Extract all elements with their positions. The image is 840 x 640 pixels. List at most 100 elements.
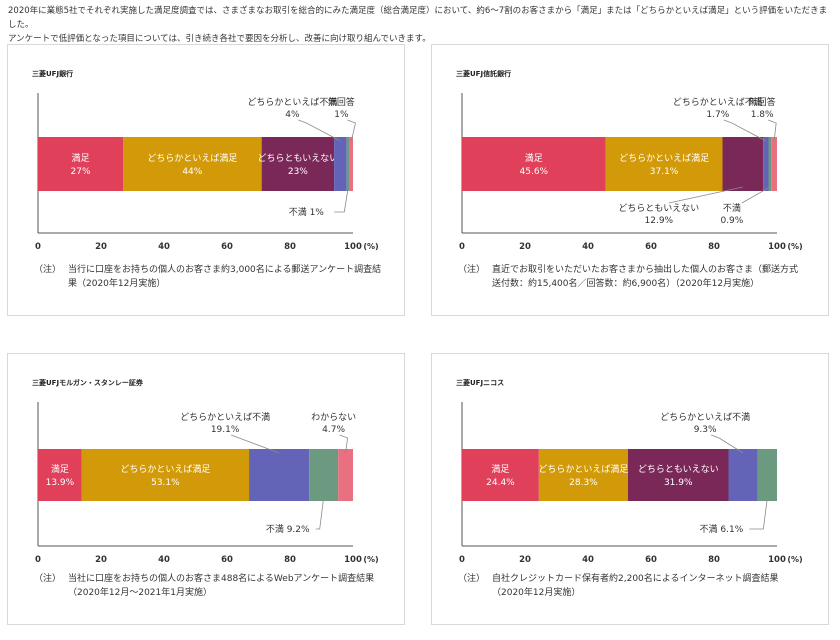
x-tick-label: 40 bbox=[582, 555, 594, 565]
x-tick-label: 20 bbox=[95, 555, 107, 565]
bar-segment bbox=[538, 449, 629, 501]
segment-name-label: どちらかといえば不満 bbox=[180, 412, 270, 423]
x-tick-label: 80 bbox=[708, 242, 720, 252]
bar-segment bbox=[261, 137, 335, 191]
note-text: 当行に口座をお持ちの個人のお客さま約3,000名による郵送アンケート調査結果（2… bbox=[68, 265, 382, 289]
segment-name-label: どちらともいえない bbox=[638, 464, 719, 475]
x-tick-label: 80 bbox=[284, 242, 296, 252]
stacked-bar-chart: 0 20 40 60 80 100 (%) 満足 45.6% どちらかといえば満足 37.1% どちら… bbox=[459, 93, 803, 252]
stacked-bar-chart: 0 20 40 60 80 100 (%) 満足 13.9% どちらかといえば満足 53.1% どちら… bbox=[35, 402, 379, 565]
intro-line-2: アンケートで低評価となった項目については、引き続き各社で要因を分析し、改善に向け… bbox=[8, 34, 431, 44]
bar-segment bbox=[628, 449, 729, 501]
segment-value-label: 23% bbox=[288, 167, 308, 177]
chart-note: （注） 当行に口座をお持ちの個人のお客さま約3,000名による郵送アンケート調査… bbox=[34, 263, 384, 291]
bar-segment bbox=[722, 137, 764, 191]
x-unit-label: (%) bbox=[787, 242, 802, 251]
bar-segment bbox=[123, 137, 262, 191]
segment-value-label: 12.9% bbox=[645, 216, 674, 226]
segment-name-label: 不満 bbox=[723, 203, 741, 214]
x-unit-label: (%) bbox=[787, 555, 802, 564]
chart-card-trust-bank: 三菱UFJ信託銀行 0 20 40 60 80 100 (%) 満足 45.6% どちらかといえば… bbox=[431, 44, 829, 316]
x-unit-label: (%) bbox=[363, 242, 378, 251]
leader-line bbox=[347, 119, 356, 142]
bar-segment bbox=[349, 137, 353, 191]
chart-title: 三菱UFJモルガン・スタンレー証券 bbox=[32, 379, 143, 387]
intro-line-1: 2020年に業態5社でそれぞれ実施した満足度調査では、さまざまなお取引を総合的に… bbox=[8, 6, 828, 30]
x-tick-label: 0 bbox=[459, 555, 465, 565]
note-text: 当社に口座をお持ちの個人のお客さま488名によるWebアンケート調査結果（202… bbox=[68, 574, 375, 598]
chart-card-securities: 三菱UFJモルガン・スタンレー証券 0 20 40 60 80 100 (%) 満足 13.9%… bbox=[7, 353, 405, 625]
x-tick-label: 60 bbox=[645, 555, 657, 565]
chart-note: （注） 直近でお取引をいただいたお客さまから抽出した個人のお客さま（郵送方式 送… bbox=[458, 263, 808, 291]
bar-segment bbox=[462, 449, 539, 501]
segment-name-label: どちらかといえば不満 bbox=[247, 97, 337, 108]
segment-value-label: 19.1% bbox=[211, 425, 240, 435]
x-tick-label: 60 bbox=[221, 242, 233, 252]
bar-segment bbox=[38, 137, 124, 191]
segment-value-label: 4.7% bbox=[322, 425, 345, 435]
segment-value-label: 1% bbox=[334, 110, 349, 120]
segment-value-label: 4% bbox=[285, 110, 300, 120]
x-tick-label: 100 bbox=[344, 242, 362, 252]
chart-title: 三菱UFJ銀行 bbox=[32, 70, 74, 78]
x-tick-label: 40 bbox=[158, 242, 170, 252]
segment-name-label: どちらかといえば不満 bbox=[673, 97, 763, 108]
segment-name-label: どちらかといえば満足 bbox=[120, 464, 210, 475]
segment-name-label: 満足 bbox=[491, 464, 509, 475]
x-tick-label: 100 bbox=[768, 242, 786, 252]
bar-segment bbox=[334, 137, 347, 191]
leader-line bbox=[749, 496, 768, 530]
leader-line bbox=[298, 119, 341, 142]
segment-value-label: 1.8% bbox=[751, 110, 774, 120]
note-mark: （注） bbox=[34, 265, 62, 275]
segment-name-value-label: 不満 9.2% bbox=[266, 524, 310, 535]
segment-name-label: わからない bbox=[311, 412, 356, 423]
x-tick-label: 40 bbox=[158, 555, 170, 565]
segment-name-label: 満足 bbox=[51, 464, 69, 475]
x-tick-label: 60 bbox=[645, 242, 657, 252]
segment-value-label: 9.3% bbox=[694, 425, 717, 435]
leader-line bbox=[339, 434, 349, 454]
segment-value-label: 53.1% bbox=[151, 478, 180, 488]
chart-note: （注） 当社に口座をお持ちの個人のお客さま488名によるWebアンケート調査結果… bbox=[34, 572, 384, 600]
segment-value-label: 28.3% bbox=[569, 478, 598, 488]
bar-segment bbox=[728, 449, 758, 501]
segment-value-label: 0.9% bbox=[720, 216, 743, 226]
x-tick-label: 20 bbox=[95, 242, 107, 252]
x-tick-label: 0 bbox=[35, 555, 41, 565]
segment-value-label: 31.9% bbox=[664, 478, 693, 488]
note-text: 直近でお取引をいただいたお客さまから抽出した個人のお客さま（郵送方式 送付数：約… bbox=[492, 265, 808, 289]
chart-title: 三菱UFJ信託銀行 bbox=[456, 70, 512, 78]
bar-segment bbox=[771, 137, 777, 191]
x-tick-label: 100 bbox=[344, 555, 362, 565]
segment-name-label: 無回答 bbox=[328, 96, 355, 108]
bar-segment bbox=[768, 137, 772, 191]
bar-segment bbox=[763, 137, 769, 191]
segment-name-value-label: 不満 6.1% bbox=[700, 524, 744, 535]
note-mark: （注） bbox=[34, 574, 62, 584]
leader-line bbox=[741, 186, 771, 204]
bar-segment bbox=[309, 449, 339, 501]
bar-segment bbox=[338, 449, 353, 501]
x-tick-label: 20 bbox=[519, 242, 531, 252]
segment-name-label: どちらかといえば満足 bbox=[619, 153, 709, 164]
intro-text: 2020年に業態5社でそれぞれ実施した満足度調査では、さまざまなお取引を総合的に… bbox=[8, 4, 834, 46]
x-tick-label: 0 bbox=[35, 242, 41, 252]
segment-name-label: 無回答 bbox=[749, 96, 776, 108]
bar-segment bbox=[346, 137, 350, 191]
segment-value-label: 27% bbox=[71, 167, 91, 177]
x-tick-label: 40 bbox=[582, 242, 594, 252]
segment-name-label: 満足 bbox=[72, 153, 90, 164]
note-mark: （注） bbox=[458, 265, 486, 275]
leader-line bbox=[768, 119, 777, 142]
bar-segment bbox=[38, 449, 82, 501]
segment-name-value-label: 不満 1% bbox=[289, 207, 325, 218]
segment-value-label: 44% bbox=[182, 167, 202, 177]
bar-segment bbox=[757, 449, 777, 501]
x-unit-label: (%) bbox=[363, 555, 378, 564]
x-tick-label: 60 bbox=[221, 555, 233, 565]
segment-value-label: 1.7% bbox=[706, 110, 729, 120]
segment-name-label: どちらともいえない bbox=[257, 153, 338, 164]
stacked-bar-chart: 0 20 40 60 80 100 (%) 満足 24.4% どちらかといえば満足 28.3% どちら… bbox=[459, 402, 803, 565]
leader-line bbox=[723, 119, 767, 142]
